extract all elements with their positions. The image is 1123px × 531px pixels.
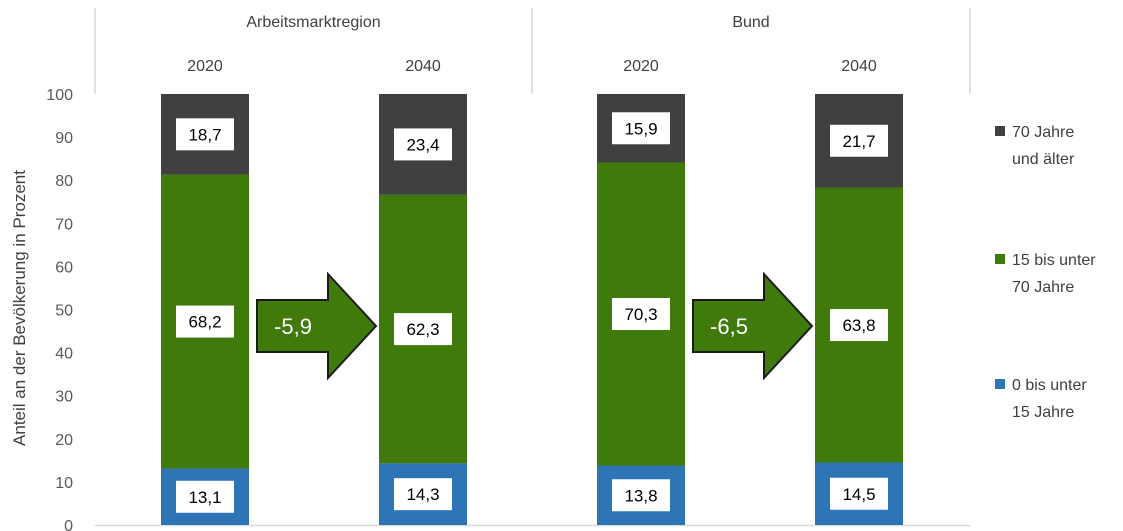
data-label-box [394, 313, 452, 346]
data-label-box [176, 305, 234, 338]
y-tick-label: 90 [55, 130, 73, 147]
legend-label: 70 Jahre [1012, 124, 1074, 141]
y-tick-label: 100 [46, 87, 73, 104]
legend-label: 15 Jahre [1012, 404, 1074, 421]
y-axis-label: Anteil an der Bevölkerung in Prozent [10, 170, 29, 446]
data-label: 63,8 [842, 316, 875, 335]
data-label: 14,5 [842, 485, 875, 504]
legend-swatch [995, 379, 1005, 389]
change-arrows: -5,9 -6,5 [256, 271, 814, 381]
y-tick-label: 20 [55, 432, 73, 449]
data-label-box [612, 112, 670, 145]
data-label: 15,9 [624, 119, 657, 138]
year-label: 2040 [841, 58, 877, 75]
legend-swatch [995, 254, 1005, 264]
data-label: 23,4 [406, 135, 439, 154]
data-label-box [176, 118, 234, 151]
data-label: 13,1 [188, 488, 221, 507]
legend-label: 15 bis unter [1012, 252, 1096, 269]
y-tick-label: 50 [55, 303, 73, 320]
data-label-box [176, 480, 234, 513]
y-axis: 0 10 20 30 40 50 60 70 80 90 100 [46, 87, 73, 531]
change-label: -6,5 [710, 314, 748, 339]
year-label: 2040 [405, 58, 441, 75]
y-tick-label: 10 [55, 475, 73, 492]
data-label-box [612, 298, 670, 331]
y-tick-label: 40 [55, 346, 73, 363]
data-label: 21,7 [842, 132, 875, 151]
data-label: 70,3 [624, 305, 657, 324]
year-label: 2020 [187, 58, 223, 75]
data-label: 62,3 [406, 320, 439, 339]
y-tick-label: 30 [55, 389, 73, 406]
group-label: Arbeitsmarktregion [246, 14, 380, 31]
column-headers: Arbeitsmarktregion 2020 2040 Bund 2020 2040 [187, 14, 877, 75]
y-tick-label: 70 [55, 216, 73, 233]
change-arrow [692, 271, 814, 381]
data-label-box [394, 128, 452, 161]
header-separators [94, 8, 971, 527]
data-label-box [830, 477, 888, 510]
bars: 13,1 68,2 18,7 14,3 62,3 23,4 13,8 70,3 15,9 14,5… [161, 94, 903, 525]
data-label-box [612, 479, 670, 512]
change-arrow [256, 271, 378, 381]
data-label-box [830, 309, 888, 342]
legend: 70 Jahre und älter 15 bis unter 70 Jahre 0 b… [995, 124, 1096, 421]
legend-swatch [995, 126, 1005, 136]
group-label: Bund [732, 14, 769, 31]
legend-label: 70 Jahre [1012, 279, 1074, 296]
legend-label: und älter [1012, 151, 1075, 168]
data-label: 13,8 [624, 486, 657, 505]
data-label: 68,2 [188, 313, 221, 332]
data-label-box [394, 478, 452, 511]
data-label: 18,7 [188, 125, 221, 144]
change-label: -5,9 [274, 314, 312, 339]
data-label-box [830, 124, 888, 157]
y-tick-label: 60 [55, 259, 73, 276]
data-label: 14,3 [406, 485, 439, 504]
y-tick-label: 80 [55, 173, 73, 190]
year-label: 2020 [623, 58, 659, 75]
y-tick-label: 0 [64, 518, 73, 531]
legend-label: 0 bis unter [1012, 377, 1087, 394]
